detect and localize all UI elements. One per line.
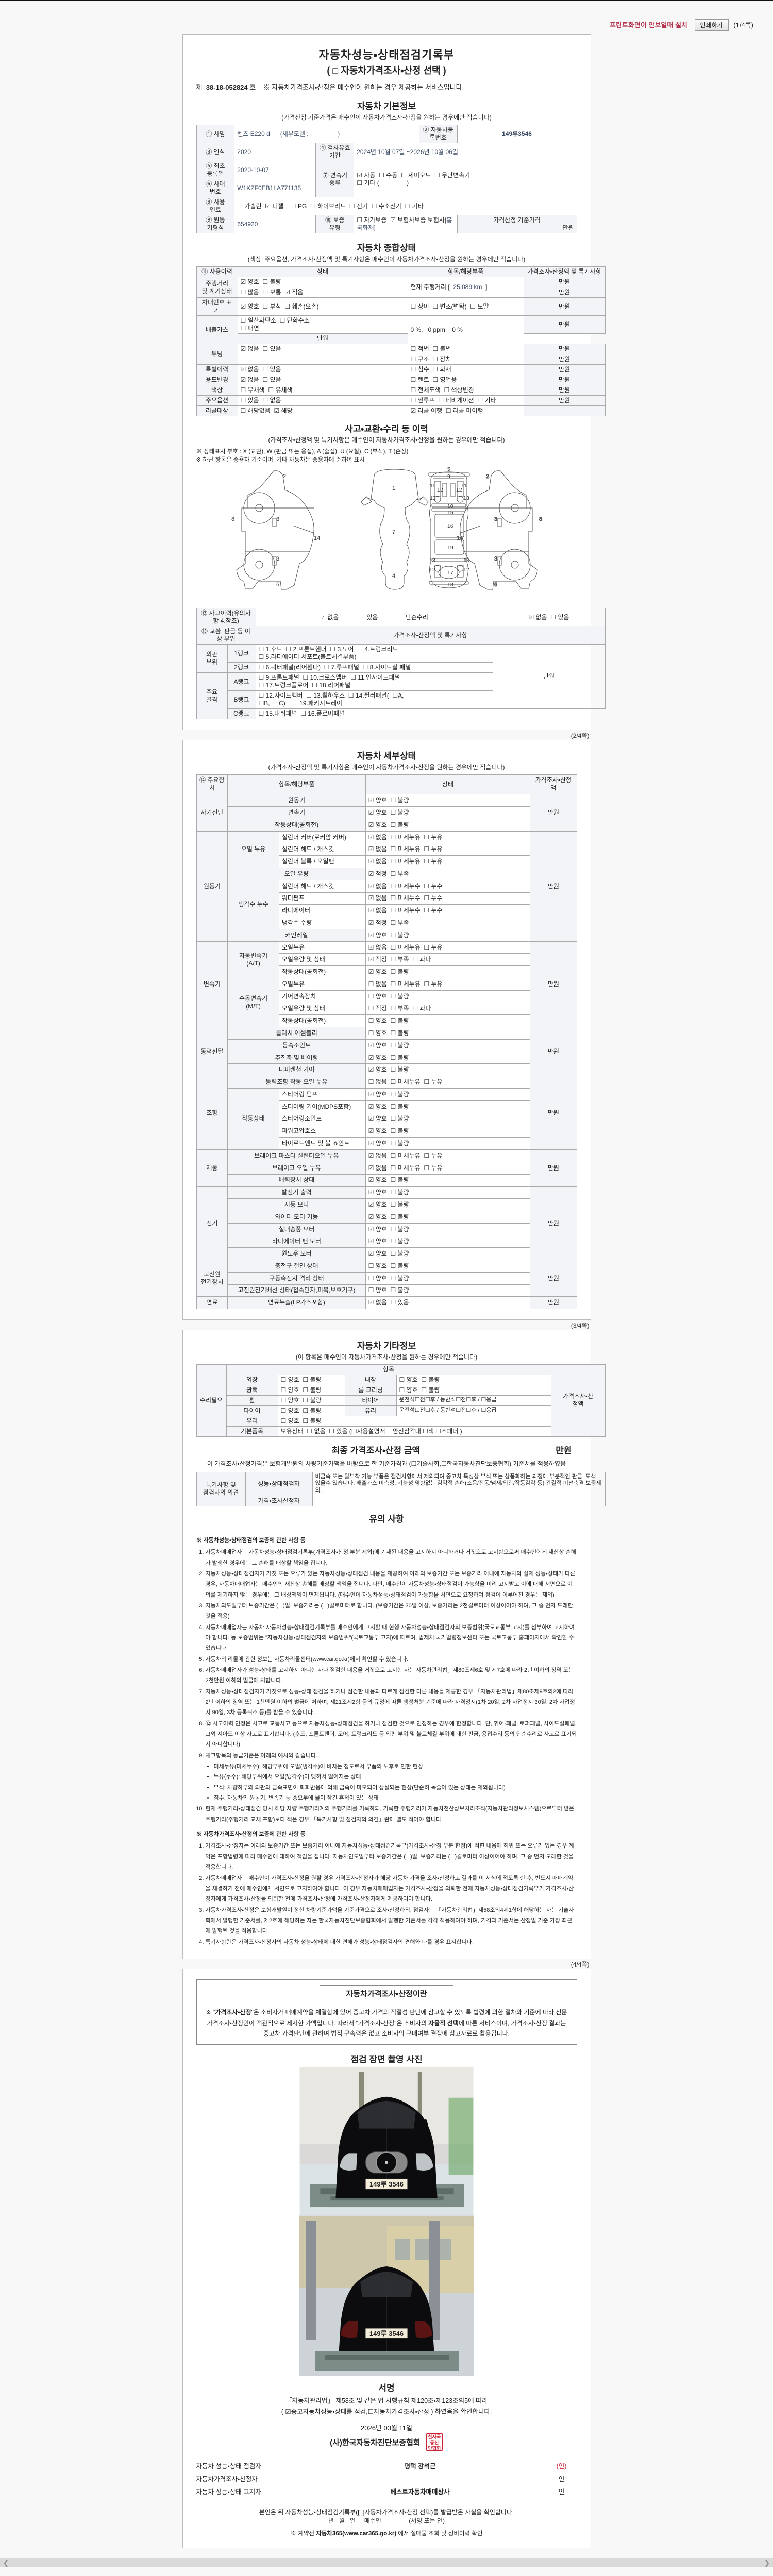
svg-text:12: 12 (437, 487, 443, 493)
svg-text:13: 13 (463, 557, 469, 564)
svg-text:12: 12 (456, 487, 462, 493)
svg-text:3: 3 (494, 516, 497, 522)
svg-text:13: 13 (463, 495, 469, 501)
svg-text:8: 8 (539, 516, 542, 522)
svg-text:7: 7 (392, 529, 395, 535)
svg-text:15: 15 (447, 510, 453, 516)
svg-text:149루 3546: 149루 3546 (369, 2180, 404, 2188)
svg-text:12: 12 (429, 567, 435, 573)
svg-text:13: 13 (429, 557, 435, 564)
svg-text:12: 12 (463, 567, 469, 573)
svg-text:14: 14 (457, 535, 463, 541)
svg-text:14: 14 (314, 535, 320, 541)
svg-text:1: 1 (392, 485, 395, 492)
svg-text:8: 8 (231, 516, 234, 522)
svg-text:9: 9 (447, 473, 450, 480)
svg-text:16: 16 (447, 523, 453, 529)
svg-text:3: 3 (494, 556, 497, 562)
svg-text:2: 2 (486, 473, 489, 480)
svg-text:3: 3 (276, 556, 279, 562)
svg-text:3: 3 (276, 516, 279, 522)
svg-text:5: 5 (447, 467, 450, 472)
svg-text:2: 2 (283, 473, 286, 480)
svg-text:11: 11 (430, 483, 435, 489)
svg-text:4: 4 (392, 573, 395, 579)
svg-text:6: 6 (494, 582, 497, 588)
svg-text:10: 10 (447, 503, 453, 510)
svg-text:19: 19 (447, 545, 453, 551)
svg-text:149루 3546: 149루 3546 (369, 2330, 404, 2337)
svg-text:17: 17 (447, 570, 453, 576)
svg-text:18: 18 (447, 582, 453, 588)
svg-text:13: 13 (430, 495, 436, 501)
svg-text:6: 6 (276, 582, 279, 588)
